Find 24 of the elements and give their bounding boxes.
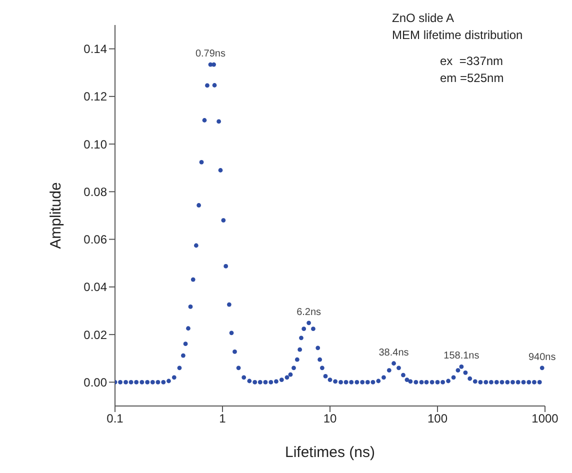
annotation: 38.4ns (378, 347, 409, 358)
y-axis-title: Amplitude (47, 182, 64, 249)
annotation: 158.1ns (444, 350, 480, 362)
x-tick-label: 10 (323, 412, 337, 426)
annotation: ex =337nm (440, 53, 504, 70)
annotation: em =525nm (440, 70, 505, 87)
x-tick-label: 0.1 (106, 412, 124, 426)
y-tick-label: 0.12 (84, 90, 108, 104)
x-tick-label: 1000 (532, 412, 559, 426)
annotation: 940ns (528, 352, 556, 363)
y-tick-label: 0.08 (84, 184, 108, 199)
x-axis-title: Lifetimes (ns) (284, 444, 376, 461)
x-tick-label: 100 (427, 412, 448, 426)
annotation: 0.79ns (195, 48, 226, 60)
y-tick-label: 0.06 (84, 232, 108, 247)
y-tick-label: 0.00 (84, 375, 108, 390)
annotation: MEM lifetime distribution (392, 27, 523, 44)
y-tick-label: 0.10 (84, 137, 108, 152)
y-tick-label: 0.04 (84, 280, 108, 294)
x-tick-label: 1 (219, 412, 226, 426)
annotation: 6.2ns (296, 306, 322, 318)
y-tick-label: 0.14 (84, 42, 108, 56)
y-tick-label: 0.02 (84, 328, 108, 342)
text: ZnO slide A (392, 10, 456, 27)
